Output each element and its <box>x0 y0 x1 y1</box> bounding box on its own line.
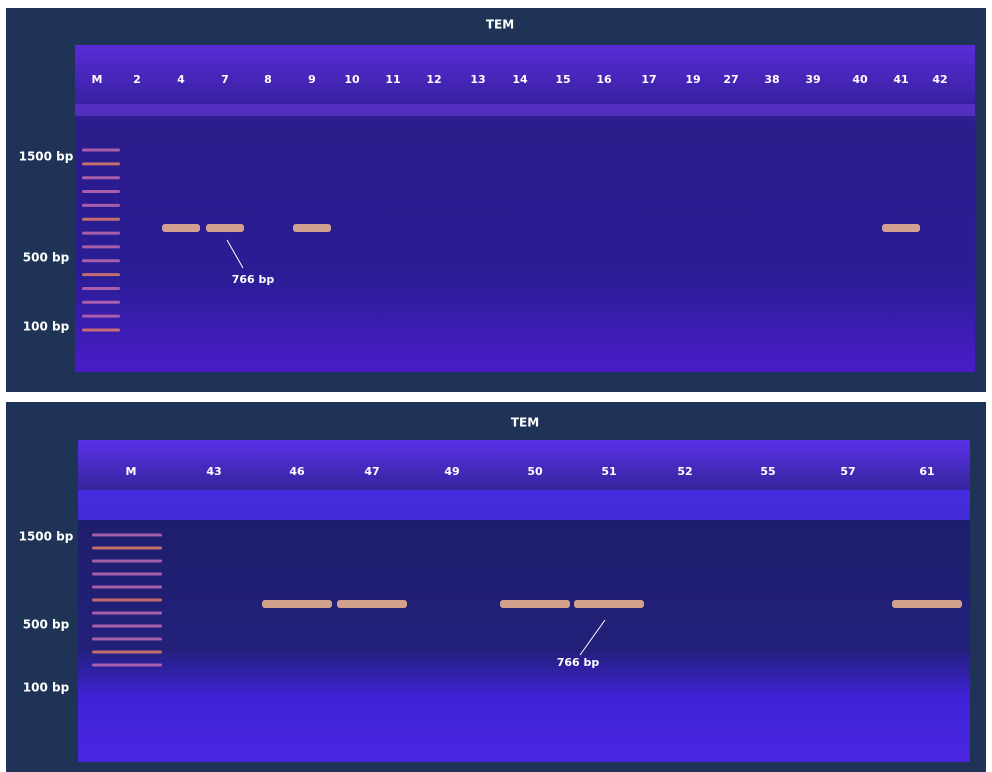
ladder-band <box>82 245 120 248</box>
dna-band <box>574 600 644 608</box>
lane-label: 10 <box>344 73 360 86</box>
lane-label: 51 <box>601 465 616 478</box>
ladder-band <box>92 573 162 576</box>
lane-label: 49 <box>444 465 459 478</box>
ladder-band <box>82 301 120 304</box>
gel <box>75 45 975 372</box>
ladder-band <box>82 162 120 165</box>
lane-label: 52 <box>677 465 692 478</box>
ladder-band <box>92 560 162 563</box>
dna-band <box>892 600 962 608</box>
ladder-band <box>82 259 120 262</box>
lane-label: 11 <box>385 73 400 86</box>
lane-label: 46 <box>289 465 305 478</box>
ladder-band <box>82 204 120 207</box>
lane-label: 8 <box>264 73 272 86</box>
lane-label: 47 <box>364 465 379 478</box>
dna-band <box>206 224 244 232</box>
ladder-band <box>82 218 120 221</box>
ladder-band <box>92 612 162 615</box>
lane-label: 38 <box>764 73 779 86</box>
lane-label: M <box>126 465 137 478</box>
lane-label: 14 <box>512 73 528 86</box>
lane-label: 2 <box>133 73 141 86</box>
marker-label: 1500 bp <box>19 530 74 544</box>
lane-label: 41 <box>893 73 908 86</box>
ladder-band <box>82 287 120 290</box>
lane-label: 13 <box>470 73 485 86</box>
lane-label: 27 <box>723 73 738 86</box>
lane-label: M <box>92 73 103 86</box>
ladder-band <box>82 232 120 235</box>
lane-label: 50 <box>527 465 543 478</box>
ladder-band <box>82 273 120 276</box>
marker-label: 100 bp <box>23 320 70 334</box>
ladder-band <box>92 625 162 628</box>
lane-label: 55 <box>760 465 775 478</box>
marker-label: 500 bp <box>23 251 70 265</box>
marker-label: 1500 bp <box>19 150 74 164</box>
ladder-band <box>82 149 120 152</box>
ladder-band <box>82 176 120 179</box>
dna-band <box>337 600 407 608</box>
ladder-band <box>92 534 162 537</box>
ladder-band <box>82 190 120 193</box>
wells <box>75 104 975 116</box>
lane-label: 42 <box>932 73 947 86</box>
ladder-band <box>92 651 162 654</box>
marker-label: 500 bp <box>23 618 70 632</box>
figure: TEMM247891011121314151617192738394041421… <box>0 0 992 772</box>
ladder-band <box>82 315 120 318</box>
panel-title: TEM <box>486 18 514 32</box>
lane-label: 4 <box>177 73 185 86</box>
ladder-band <box>92 638 162 641</box>
lane-label: 12 <box>426 73 441 86</box>
dna-band <box>162 224 200 232</box>
lane-label: 15 <box>555 73 570 86</box>
dna-band <box>293 224 331 232</box>
lane-label: 40 <box>852 73 868 86</box>
ladder-band <box>92 664 162 667</box>
dna-band <box>262 600 332 608</box>
lane-label: 43 <box>206 465 221 478</box>
lane-label: 19 <box>685 73 700 86</box>
lane-label: 17 <box>641 73 656 86</box>
annotation: 766 bp <box>557 656 600 669</box>
dna-band <box>500 600 570 608</box>
ladder-band <box>92 547 162 550</box>
lane-label: 16 <box>596 73 612 86</box>
dna-band <box>882 224 920 232</box>
panel-title: TEM <box>511 416 539 430</box>
lane-label: 7 <box>221 73 229 86</box>
lane-label: 39 <box>805 73 820 86</box>
ladder-band <box>82 329 120 332</box>
page: {"panels": [ {"title": "TEM", "lanes": [… <box>0 0 992 772</box>
ladder-band <box>92 586 162 589</box>
ladder-band <box>92 599 162 602</box>
wells <box>78 490 970 520</box>
marker-label: 100 bp <box>23 681 70 695</box>
lane-label: 9 <box>308 73 316 86</box>
lane-label: 57 <box>840 465 855 478</box>
lane-label: 61 <box>919 465 934 478</box>
annotation: 766 bp <box>232 273 275 286</box>
